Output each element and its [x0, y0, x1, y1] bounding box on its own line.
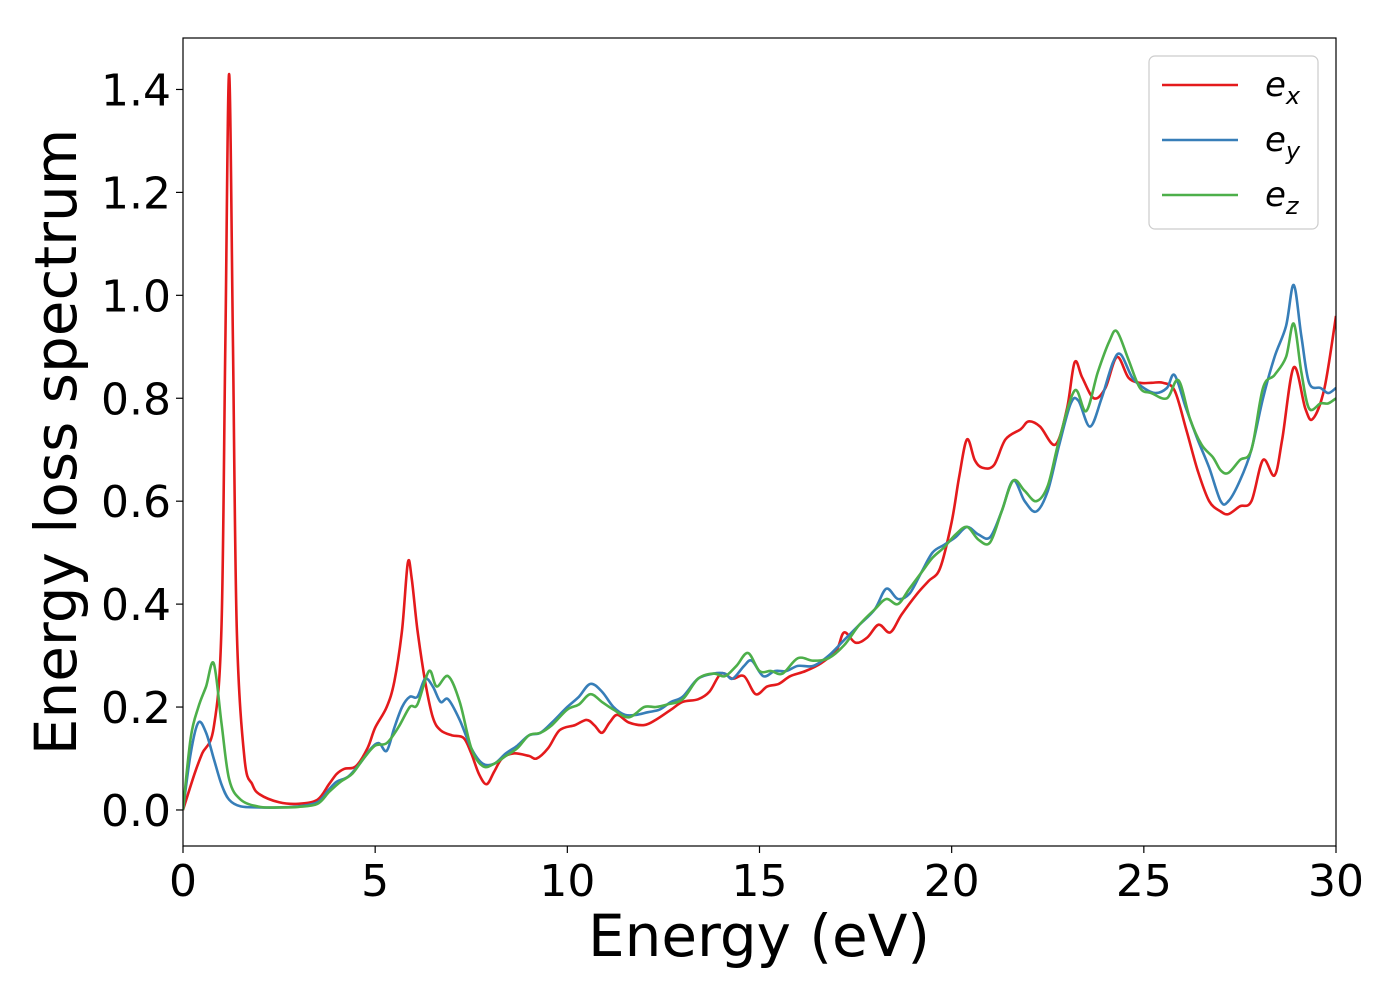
- legend-box: [1148, 55, 1319, 230]
- x-tick-label: 15: [732, 856, 788, 907]
- y-tick-label: 1.2: [101, 168, 171, 219]
- y-tick-label: 0.4: [101, 580, 171, 631]
- series-layer: [183, 72, 1336, 811]
- x-tick-label: 5: [361, 856, 389, 907]
- x-tick-label: 20: [924, 856, 980, 907]
- y-tick-label: 1.4: [101, 65, 171, 116]
- y-tick-label: 0.6: [101, 477, 171, 528]
- y-axis-label: Energy loss spectrum: [22, 129, 90, 755]
- x-tick-label: 30: [1308, 856, 1364, 907]
- x-tick-label: 0: [169, 856, 197, 907]
- x-tick-label: 10: [539, 856, 595, 907]
- y-axis-ticks: 0.0 0.2 0.4 0.6 0.8 1.0 1.2 1.4: [101, 65, 183, 837]
- x-axis-ticks: 0 5 10 15 20 25 30: [169, 846, 1364, 907]
- y-tick-label: 1.0: [101, 271, 171, 322]
- series-line-z: [183, 322, 1336, 811]
- x-axis-label: Energy (eV): [588, 902, 930, 970]
- y-tick-label: 0.8: [101, 374, 171, 425]
- series-line-x: [183, 72, 1336, 811]
- y-tick-label: 0.0: [101, 786, 171, 837]
- y-tick-label: 0.2: [101, 683, 171, 734]
- x-tick-label: 25: [1116, 856, 1172, 907]
